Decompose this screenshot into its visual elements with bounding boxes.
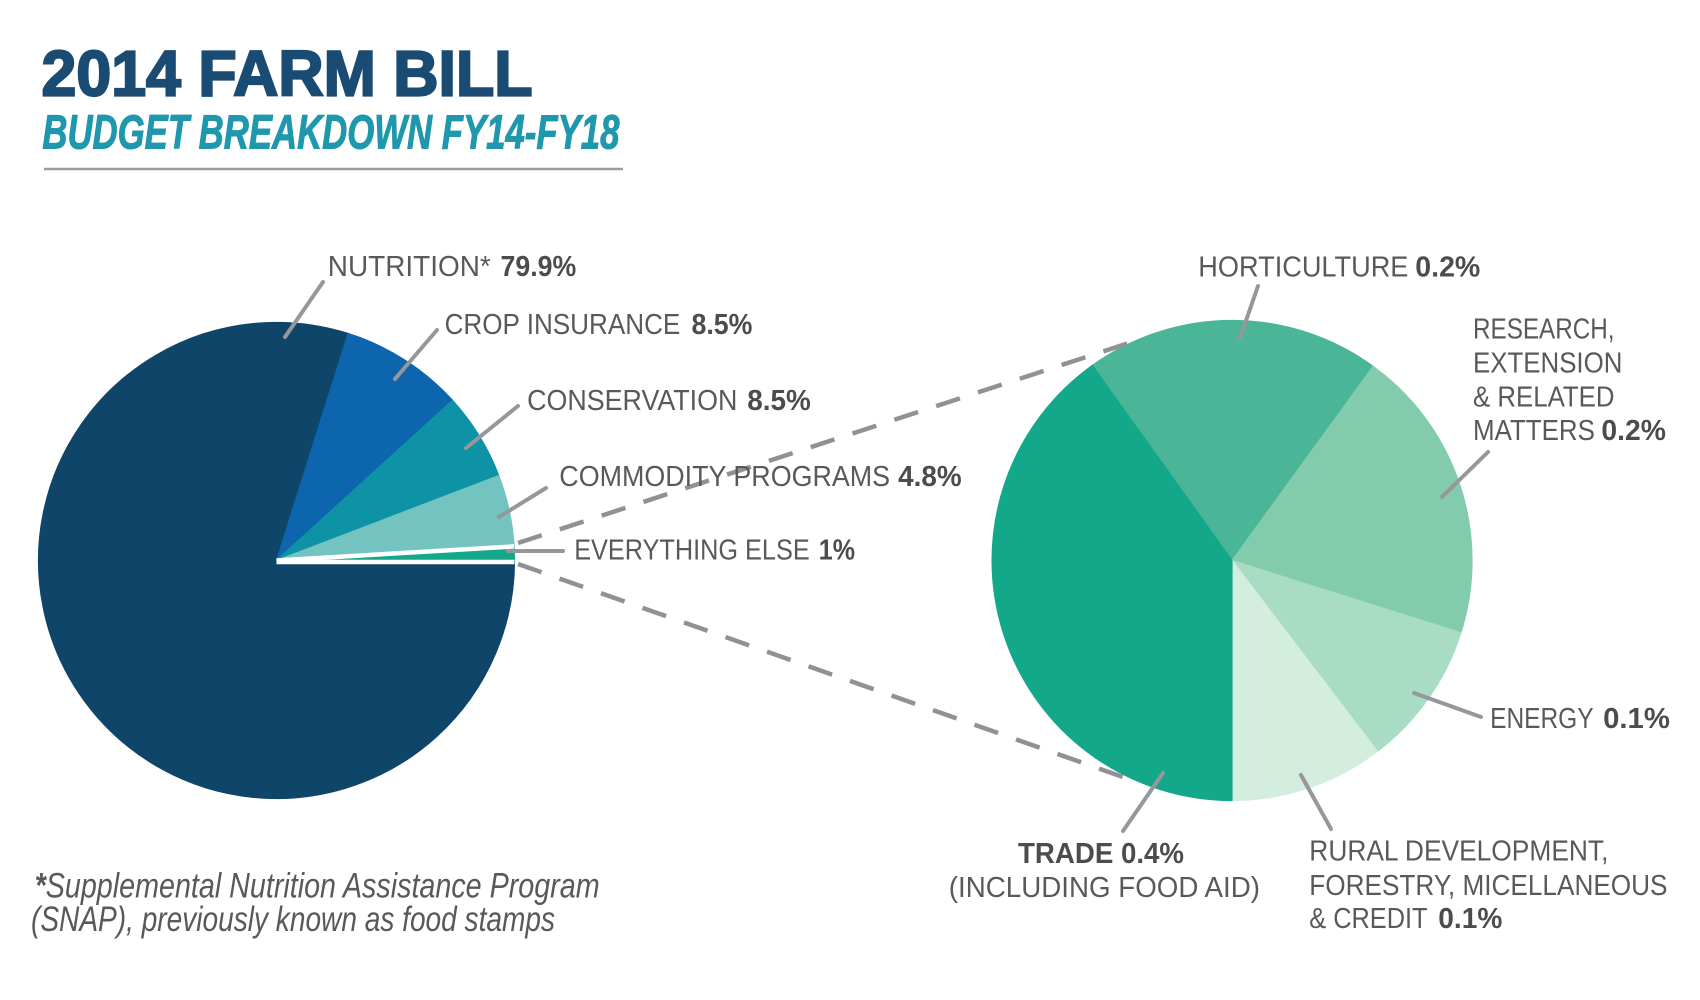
svg-text:0.2%: 0.2% xyxy=(1415,252,1480,284)
svg-text:TRADE 0.4%: TRADE 0.4% xyxy=(1018,838,1184,870)
svg-text:BUDGET BREAKDOWN FY14-FY18: BUDGET BREAKDOWN FY14-FY18 xyxy=(42,107,619,160)
svg-text:EXTENSION: EXTENSION xyxy=(1473,347,1622,379)
svg-text:1%: 1% xyxy=(819,535,855,567)
svg-text:CONSERVATION: CONSERVATION xyxy=(527,385,737,417)
svg-text:COMMODITY PROGRAMS: COMMODITY PROGRAMS xyxy=(559,461,890,493)
svg-text:RESEARCH,: RESEARCH, xyxy=(1473,313,1615,345)
svg-text:& RELATED: & RELATED xyxy=(1473,381,1615,413)
svg-text:RURAL DEVELOPMENT,: RURAL DEVELOPMENT, xyxy=(1309,835,1608,867)
svg-text:8.5%: 8.5% xyxy=(747,385,811,417)
svg-text:2014 FARM BILL: 2014 FARM BILL xyxy=(42,38,533,110)
svg-text:NUTRITION*: NUTRITION* xyxy=(328,251,491,283)
svg-text:CROP INSURANCE: CROP INSURANCE xyxy=(445,309,681,341)
svg-text:4.8%: 4.8% xyxy=(898,461,962,493)
svg-text:0.1%: 0.1% xyxy=(1438,903,1502,935)
svg-text:FORESTRY, MICELLANEOUS: FORESTRY, MICELLANEOUS xyxy=(1309,870,1667,902)
svg-text:HORTICULTURE: HORTICULTURE xyxy=(1198,252,1408,284)
svg-text:(INCLUDING FOOD AID): (INCLUDING FOOD AID) xyxy=(949,872,1260,904)
svg-text:0.2%: 0.2% xyxy=(1601,415,1666,447)
svg-text:(SNAP), previously known as fo: (SNAP), previously known as food stamps xyxy=(31,900,555,939)
svg-text:EVERYTHING ELSE: EVERYTHING ELSE xyxy=(574,535,810,567)
svg-text:79.9%: 79.9% xyxy=(501,251,577,283)
svg-text:ENERGY: ENERGY xyxy=(1490,703,1594,735)
svg-text:*Supplemental Nutrition Assist: *Supplemental Nutrition Assistance Progr… xyxy=(35,867,600,906)
svg-text:MATTERS: MATTERS xyxy=(1473,415,1595,447)
svg-text:& CREDIT: & CREDIT xyxy=(1309,903,1427,935)
svg-text:0.1%: 0.1% xyxy=(1603,703,1670,735)
svg-text:8.5%: 8.5% xyxy=(692,309,753,341)
